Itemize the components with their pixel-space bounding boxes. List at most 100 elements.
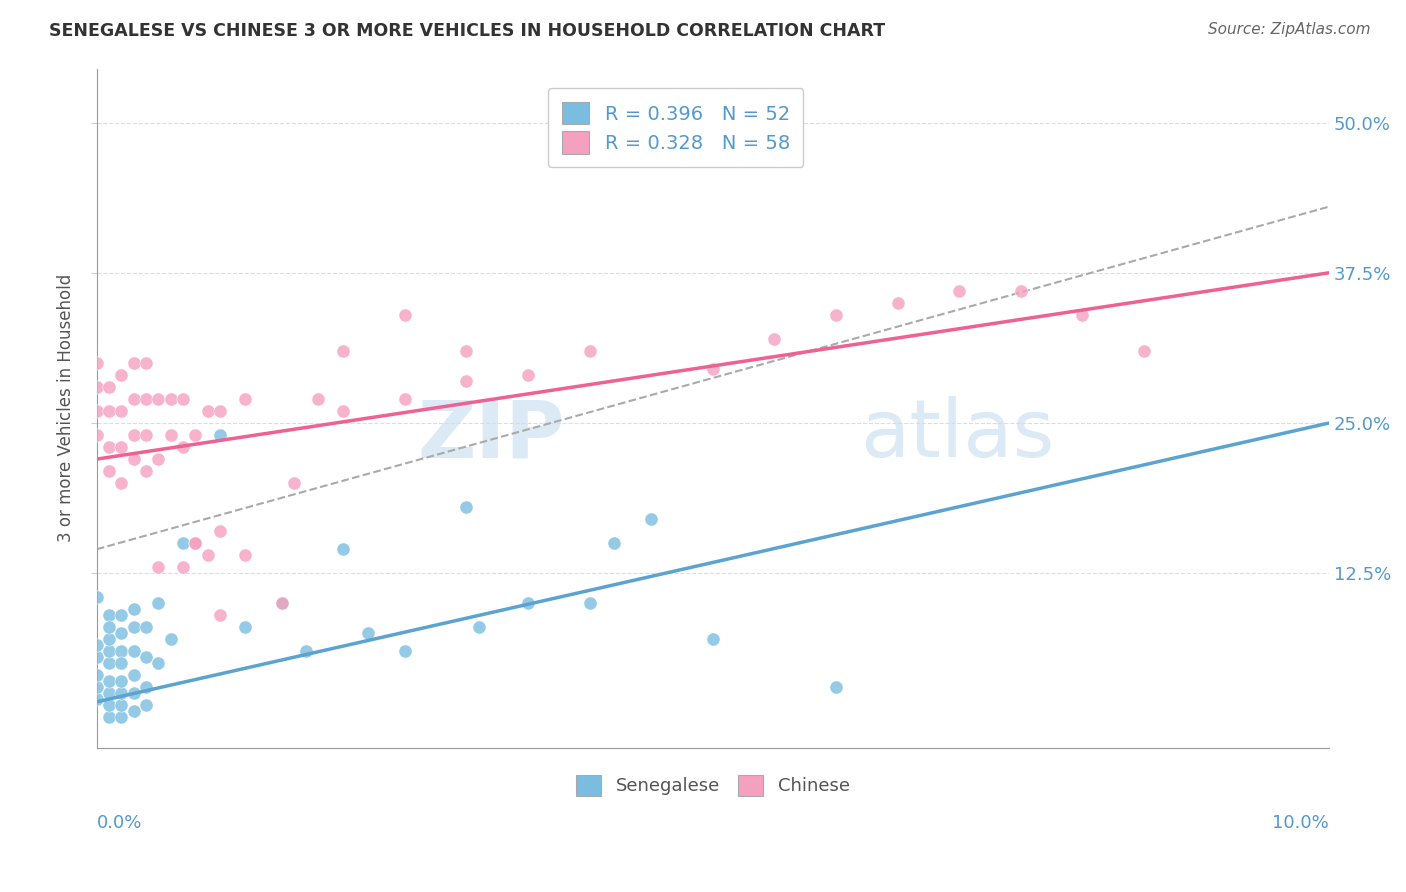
Point [394, 308, 416, 322]
Point [295, 644, 318, 658]
Point [122, 620, 145, 634]
Point [122, 602, 145, 616]
Y-axis label: 3 or more Vehicles in Household: 3 or more Vehicles in Household [58, 274, 75, 542]
Point [172, 392, 194, 406]
Point [86, 668, 108, 682]
Point [110, 476, 132, 491]
Point [122, 686, 145, 700]
Point [86, 404, 108, 418]
Point [110, 698, 132, 713]
Point [110, 657, 132, 671]
Point [159, 632, 181, 647]
Text: atlas: atlas [860, 396, 1054, 475]
Point [159, 428, 181, 442]
Point [98, 710, 121, 724]
Point [270, 596, 292, 610]
Point [86, 639, 108, 653]
Point [98, 404, 121, 418]
Point [110, 368, 132, 382]
Point [98, 632, 121, 647]
Point [122, 392, 145, 406]
Point [98, 686, 121, 700]
Point [122, 428, 145, 442]
Point [135, 681, 157, 695]
Point [135, 698, 157, 713]
Point [98, 644, 121, 658]
Point [110, 710, 132, 724]
Point [135, 464, 157, 478]
Point [135, 356, 157, 370]
Text: 10.0%: 10.0% [1272, 814, 1329, 831]
Point [233, 620, 256, 634]
Point [148, 560, 170, 574]
Point [516, 596, 538, 610]
Point [86, 591, 108, 605]
Point [110, 674, 132, 689]
Point [148, 392, 170, 406]
Point [86, 681, 108, 695]
Point [86, 650, 108, 665]
Text: Source: ZipAtlas.com: Source: ZipAtlas.com [1208, 22, 1371, 37]
Point [283, 476, 305, 491]
Point [135, 428, 157, 442]
Point [148, 596, 170, 610]
Point [456, 500, 478, 515]
Point [357, 626, 380, 640]
Point [825, 681, 848, 695]
Point [825, 308, 848, 322]
Point [110, 440, 132, 454]
Point [98, 620, 121, 634]
Point [578, 596, 600, 610]
Point [135, 392, 157, 406]
Point [516, 368, 538, 382]
Point [98, 440, 121, 454]
Point [332, 542, 354, 557]
Point [86, 380, 108, 394]
Point [98, 657, 121, 671]
Point [86, 356, 108, 370]
Point [467, 620, 489, 634]
Point [702, 362, 724, 376]
Point [456, 374, 478, 388]
Point [308, 392, 330, 406]
Point [233, 548, 256, 562]
Point [110, 404, 132, 418]
Point [603, 536, 626, 550]
Point [135, 620, 157, 634]
Point [184, 536, 207, 550]
Point [98, 674, 121, 689]
Point [172, 536, 194, 550]
Point [197, 548, 219, 562]
Point [208, 404, 231, 418]
Point [86, 428, 108, 442]
Point [394, 644, 416, 658]
Point [110, 608, 132, 623]
Point [208, 428, 231, 442]
Point [332, 343, 354, 358]
Point [208, 524, 231, 539]
Point [1133, 343, 1156, 358]
Legend: Senegalese, Chinese: Senegalese, Chinese [568, 768, 856, 803]
Point [148, 452, 170, 467]
Point [763, 332, 786, 346]
Point [110, 686, 132, 700]
Point [98, 698, 121, 713]
Point [394, 392, 416, 406]
Point [1010, 284, 1032, 298]
Point [122, 668, 145, 682]
Point [98, 380, 121, 394]
Point [172, 560, 194, 574]
Point [98, 608, 121, 623]
Point [122, 356, 145, 370]
Point [135, 650, 157, 665]
Text: SENEGALESE VS CHINESE 3 OR MORE VEHICLES IN HOUSEHOLD CORRELATION CHART: SENEGALESE VS CHINESE 3 OR MORE VEHICLES… [49, 22, 886, 40]
Point [110, 644, 132, 658]
Point [233, 392, 256, 406]
Point [456, 343, 478, 358]
Point [172, 440, 194, 454]
Point [86, 692, 108, 706]
Point [886, 296, 908, 310]
Point [122, 705, 145, 719]
Point [270, 596, 292, 610]
Point [702, 632, 724, 647]
